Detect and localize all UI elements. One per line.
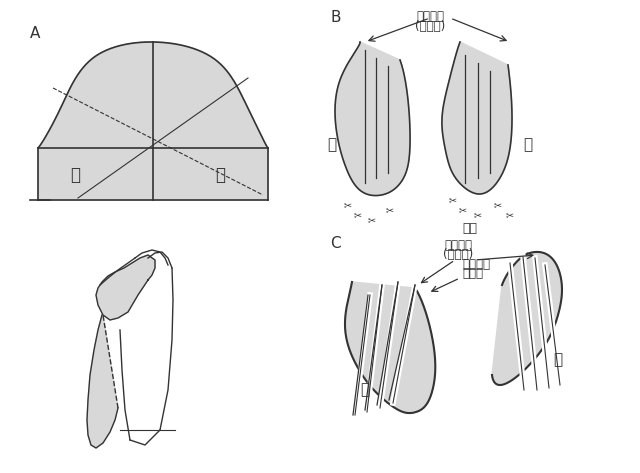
Text: ✂: ✂ <box>386 205 394 215</box>
Text: ✂: ✂ <box>494 200 502 210</box>
Text: 前: 前 <box>554 352 563 368</box>
Text: 后: 后 <box>328 138 337 152</box>
Polygon shape <box>38 42 268 200</box>
Text: 袖山顶点: 袖山顶点 <box>416 10 444 23</box>
Polygon shape <box>345 282 435 413</box>
Text: ✂: ✂ <box>459 205 467 215</box>
Text: 妆满量: 妆满量 <box>462 267 483 280</box>
Text: 剪切: 剪切 <box>463 221 477 235</box>
Polygon shape <box>335 42 410 195</box>
Text: ✂: ✂ <box>368 215 376 225</box>
Text: 前: 前 <box>524 138 532 152</box>
Text: 追加袖山: 追加袖山 <box>462 258 490 271</box>
Text: 袖山顶点: 袖山顶点 <box>444 239 472 252</box>
Text: C: C <box>330 236 340 251</box>
Polygon shape <box>87 315 118 448</box>
Text: ✂: ✂ <box>449 195 457 205</box>
Text: (对位点): (对位点) <box>415 20 445 33</box>
Text: (对位点): (对位点) <box>443 248 473 261</box>
Text: 后: 后 <box>360 383 369 397</box>
Text: B: B <box>330 10 340 25</box>
Text: ✂: ✂ <box>474 210 482 220</box>
Text: 前: 前 <box>215 166 225 184</box>
Polygon shape <box>492 252 562 385</box>
Polygon shape <box>442 42 512 194</box>
Text: ✂: ✂ <box>354 210 362 220</box>
Text: ✂: ✂ <box>506 210 514 220</box>
Text: 后: 后 <box>70 166 80 184</box>
Text: ✂: ✂ <box>344 200 352 210</box>
Text: A: A <box>30 26 40 41</box>
Polygon shape <box>96 255 155 320</box>
